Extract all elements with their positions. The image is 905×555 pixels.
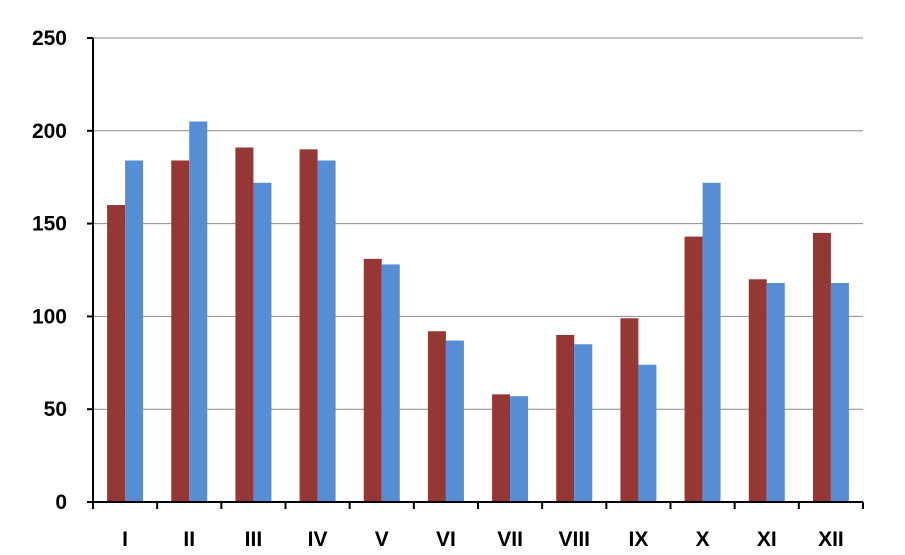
bar-X-series-2: [702, 182, 721, 502]
bar-V-series-2: [381, 264, 400, 502]
x-tick-label: IX: [628, 528, 648, 551]
y-tick-label: 0: [55, 491, 67, 514]
y-tick-label: 250: [32, 27, 67, 50]
x-tick-label: XII: [818, 528, 844, 551]
bar-XI-series-1: [748, 279, 767, 502]
bar-VI-series-2: [445, 340, 464, 502]
x-tick-labels: I II III IV V VI VII VIII IX X XI XII: [122, 528, 844, 551]
x-tick-label: III: [245, 528, 263, 551]
bar-VI-series-1: [427, 331, 446, 502]
bar-I-series-1: [107, 205, 126, 503]
bar-II-series-2: [189, 121, 208, 503]
bar-VII-series-2: [510, 396, 529, 502]
x-tick-label: I: [122, 528, 128, 551]
bar-VIII-series-1: [556, 334, 575, 502]
x-tick-label: VII: [497, 528, 523, 551]
bar-I-series-2: [125, 160, 144, 502]
bar-IX-series-1: [620, 318, 639, 502]
axis-ticks: [87, 37, 864, 509]
bar-III-series-1: [235, 147, 254, 502]
x-tick-label: V: [375, 528, 389, 551]
bar-IV-series-1: [299, 149, 318, 503]
gridlines: [93, 37, 863, 410]
bar-XII-series-1: [812, 232, 831, 502]
bar-XI-series-2: [766, 282, 785, 502]
bar-VII-series-1: [492, 394, 511, 502]
bar-XII-series-2: [830, 282, 849, 502]
y-tick-label: 50: [44, 398, 67, 421]
x-tick-label: X: [696, 528, 710, 551]
x-tick-label: IV: [308, 528, 328, 551]
bar-X-series-1: [684, 236, 703, 503]
bars: [107, 121, 849, 503]
x-tick-label: II: [183, 528, 195, 551]
y-tick-label: 150: [32, 213, 67, 236]
bar-IX-series-2: [638, 364, 657, 502]
x-tick-label: XI: [757, 528, 777, 551]
y-tick-label: 100: [32, 305, 67, 328]
x-tick-label: VIII: [558, 528, 590, 551]
bar-VIII-series-2: [574, 344, 593, 502]
bar-IV-series-2: [317, 160, 336, 502]
y-tick-label: 200: [32, 120, 67, 143]
bar-V-series-1: [363, 258, 382, 502]
bar-II-series-1: [171, 160, 190, 502]
y-tick-labels: 0 50 100 150 200 250: [32, 27, 67, 514]
bar-III-series-2: [253, 182, 272, 502]
x-tick-label: VI: [436, 528, 456, 551]
